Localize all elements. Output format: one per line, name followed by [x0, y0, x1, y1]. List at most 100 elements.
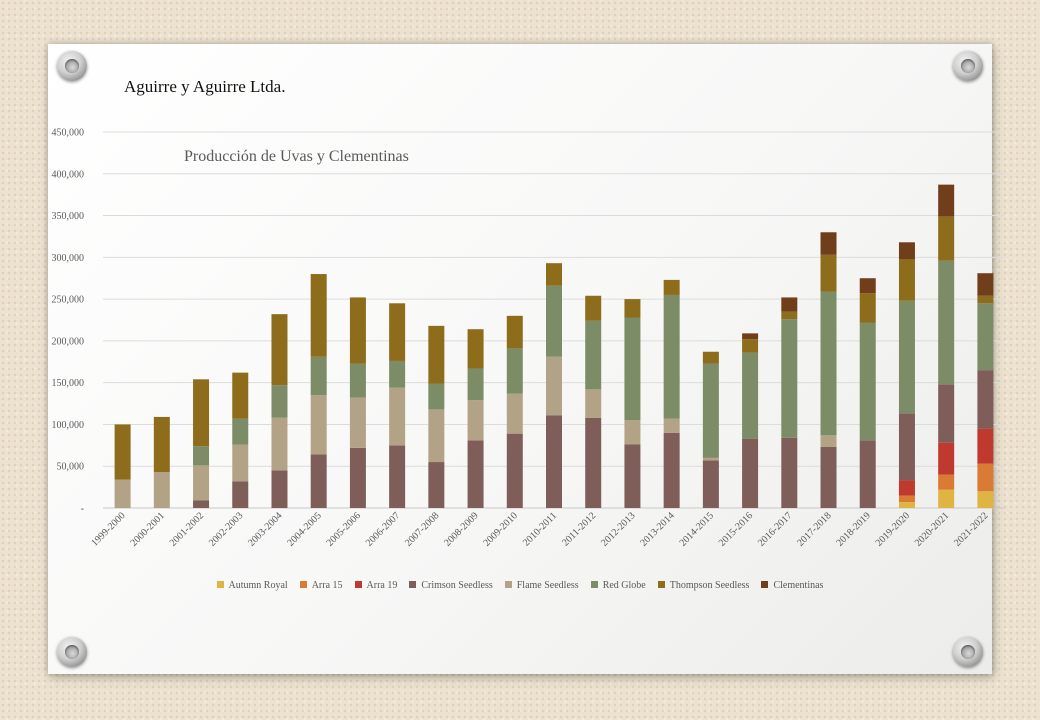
bar-segment: [467, 440, 484, 508]
bar-segment: [428, 462, 445, 508]
legend-swatch: [216, 581, 224, 588]
y-tick-label: 150,000: [52, 378, 85, 389]
legend-swatch: [299, 581, 307, 588]
x-tick-label: 2003-2004: [246, 510, 284, 548]
legend-item: Crimson Seedless: [409, 580, 493, 591]
bar-segment: [859, 293, 876, 323]
bar-segment: [271, 470, 288, 508]
x-tick-label: 2004-2005: [285, 510, 323, 548]
bar-segment: [310, 356, 327, 396]
bar-segment: [389, 360, 406, 388]
x-tick-label: 2002-2003: [207, 510, 245, 548]
bar-segment: [467, 368, 484, 401]
legend-item: Arra 19: [354, 580, 398, 591]
x-tick-label: 2021-2022: [952, 510, 990, 548]
bar-segment: [546, 356, 562, 416]
legend-swatch: [504, 581, 512, 588]
bar-segment: [546, 415, 562, 508]
legend-swatch: [590, 581, 598, 588]
bar-segment: [349, 397, 366, 448]
bar-segment: [428, 325, 445, 384]
bar-segment: [428, 409, 445, 463]
y-tick-label: 450,000: [52, 128, 85, 139]
x-tick-label: 2006-2007: [364, 510, 402, 548]
bar-segment: [585, 389, 602, 418]
bar-segment: [585, 417, 602, 508]
bar-segment: [389, 387, 406, 446]
x-tick-label: 2000-2001: [129, 510, 167, 548]
bar-segment: [938, 442, 955, 475]
bar-segment: [820, 291, 837, 436]
y-tick-label: 400,000: [52, 169, 85, 180]
y-tick-label: 300,000: [52, 253, 85, 264]
bar-segment: [702, 363, 719, 458]
bar-segment: [938, 474, 955, 490]
bar-segment: [977, 463, 994, 492]
bar-segment: [977, 295, 994, 304]
bar-segment: [624, 317, 641, 421]
bar-segment: [663, 418, 680, 433]
bar-segment: [938, 260, 955, 385]
bar-segment: [702, 457, 719, 461]
bar-segment: [193, 379, 210, 447]
legend-label: Crimson Seedless: [421, 580, 493, 591]
legend-label: Red Globe: [602, 580, 646, 591]
legend-item: Red Globe: [590, 580, 646, 591]
legend-label: Arra 15: [311, 580, 343, 591]
legend-label: Flame Seedless: [516, 580, 579, 591]
x-tick-label: 2020-2021: [913, 510, 951, 548]
y-tick-label: 350,000: [52, 211, 85, 222]
bar-segment: [898, 300, 915, 414]
bar-segment: [467, 400, 484, 441]
bar-segment: [585, 320, 602, 390]
bar-segment: [938, 216, 955, 261]
legend-label: Autumn Royal: [228, 580, 288, 591]
bar-segment: [977, 273, 994, 296]
bar-segment: [898, 259, 915, 301]
bar-segment: [742, 352, 759, 439]
x-tick-label: 1999-2000: [89, 510, 127, 548]
bar-segment: [506, 348, 523, 394]
bar-segment: [506, 433, 523, 508]
bar-segment: [820, 254, 837, 292]
bar-segment: [898, 502, 915, 508]
bar-segment: [663, 432, 680, 508]
bar-segment: [859, 322, 876, 441]
legend-swatch: [657, 581, 665, 588]
bar-segment: [898, 495, 915, 503]
x-tick-label: 2017-2018: [795, 510, 833, 548]
bar-segment: [310, 274, 327, 357]
x-tick-label: 2016-2017: [756, 510, 794, 548]
bar-segment: [193, 500, 210, 508]
bar-segment: [193, 446, 210, 466]
bar-segment: [114, 479, 131, 508]
legend-item: Clementinas: [761, 580, 823, 591]
legend-label: Clementinas: [773, 580, 824, 591]
bar-segment: [506, 315, 523, 349]
x-tick-label: 2010-2011: [521, 510, 559, 548]
bar-segment: [232, 444, 249, 482]
chart-legend: Autumn Royal Arra 15 Arra 19 Crimson Seedle…: [0, 580, 1040, 591]
x-tick-label: 2008-2009: [442, 510, 480, 548]
x-tick-label: 2001-2002: [168, 510, 206, 548]
x-tick-label: 2015-2016: [717, 510, 755, 548]
bar-segment: [546, 263, 562, 286]
legend-item: Arra 15: [299, 580, 343, 591]
y-axis-ticks: - 50,000 100,000 150,000 200,000 250,000 300,0…: [52, 128, 85, 515]
bar-segment: [153, 416, 170, 473]
bar-segment: [663, 279, 680, 295]
bar-segment: [859, 440, 876, 508]
bar-segment: [820, 232, 837, 255]
bar-segment: [859, 278, 876, 294]
legend-swatch: [761, 581, 769, 588]
y-tick-label: 250,000: [52, 295, 85, 306]
bar-segment: [898, 480, 915, 496]
bar-segment: [977, 370, 994, 429]
bar-segment: [977, 303, 994, 371]
bar-segment: [938, 184, 955, 217]
legend-label: Arra 19: [366, 580, 398, 591]
bar-segment: [624, 420, 641, 445]
bar-segment: [310, 454, 327, 508]
bar-segment: [820, 447, 837, 508]
bar-segment: [271, 385, 288, 418]
